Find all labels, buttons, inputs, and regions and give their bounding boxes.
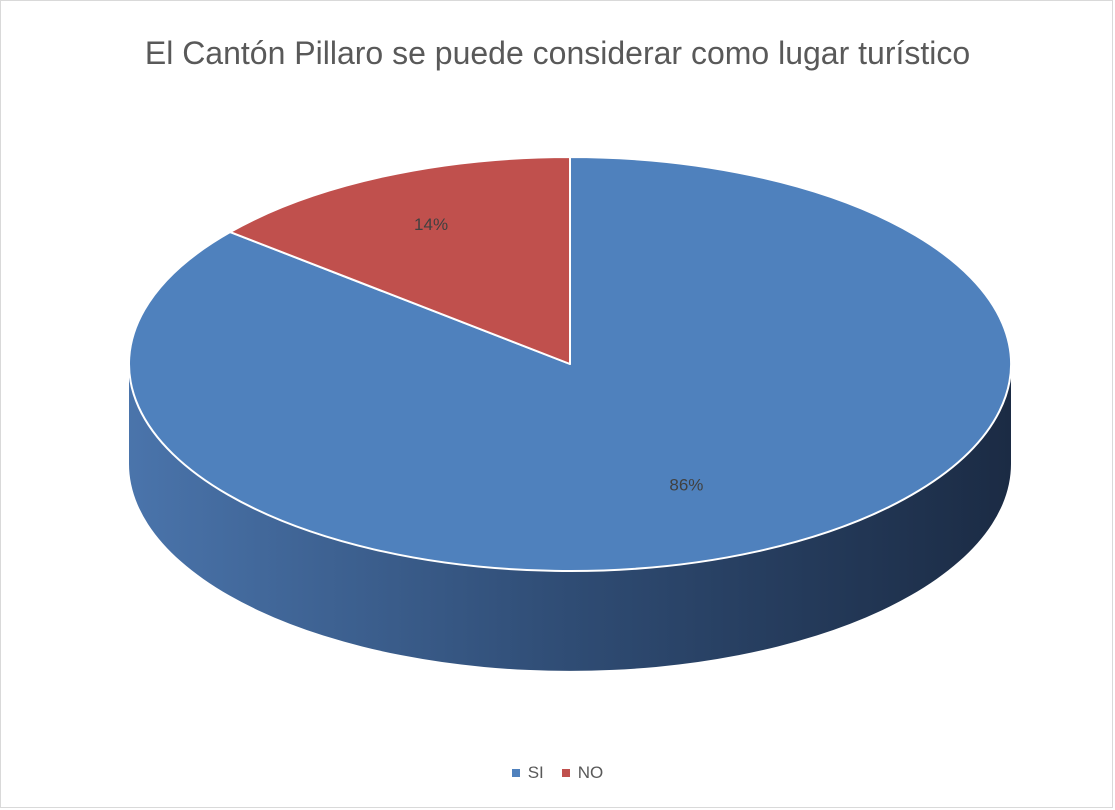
legend-swatch: [511, 769, 520, 777]
chart-title: El Cantón Pillaro se puede considerar co…: [144, 35, 971, 71]
data-label-no: 14%: [414, 215, 448, 234]
legend-label: NO: [577, 763, 604, 782]
legend-item-si: SI: [511, 763, 544, 783]
pie-slice-no: [229, 156, 571, 365]
pie-side-wall: [129, 364, 1011, 671]
legend-label: SI: [527, 763, 544, 782]
legend: SI NO: [1, 763, 1114, 783]
legend-item-no: NO: [561, 763, 604, 783]
data-label-si: 86%: [669, 476, 703, 495]
legend-swatch: [561, 769, 570, 777]
